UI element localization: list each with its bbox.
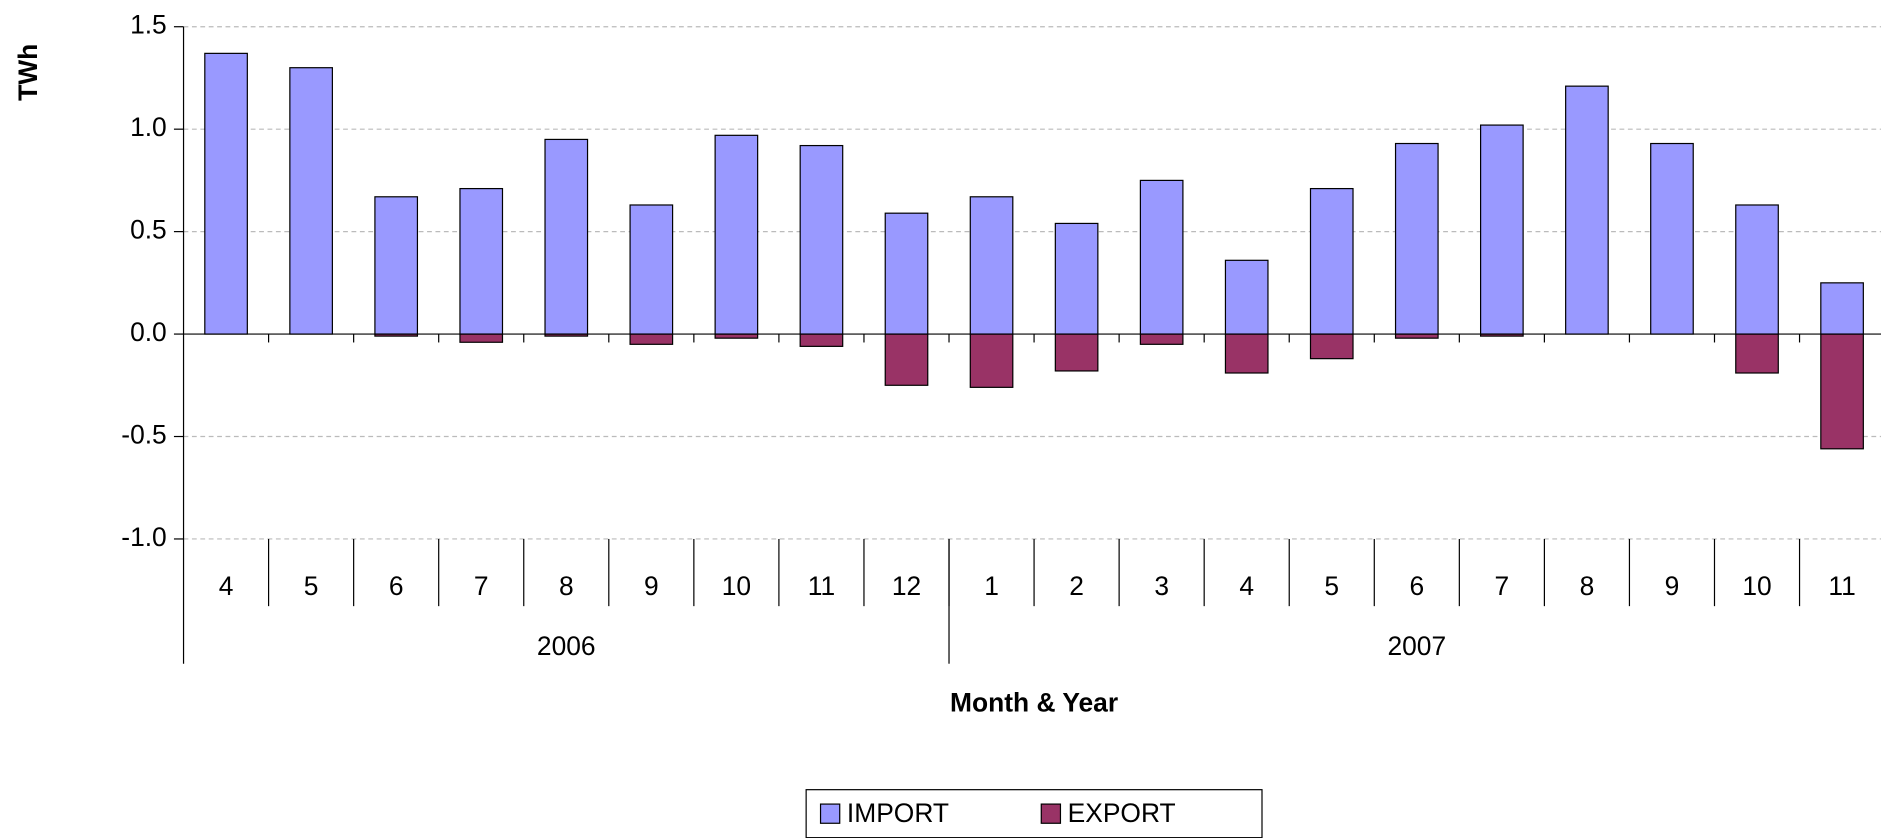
legend-swatch [1040, 803, 1062, 824]
y-tick-label: 1.5 [130, 10, 167, 40]
x-tick-label: 4 [1239, 571, 1254, 601]
x-tick-label: 1 [984, 571, 999, 601]
legend-box [805, 789, 1263, 838]
bar [884, 333, 929, 386]
x-tick-label: 8 [1580, 571, 1595, 601]
bar [1309, 187, 1354, 335]
bar [1820, 282, 1864, 335]
x-tick-label: 6 [1409, 571, 1424, 601]
bar [1139, 179, 1184, 335]
bar [1139, 333, 1184, 345]
bar [629, 204, 674, 335]
bar [714, 134, 759, 335]
bar [1650, 142, 1694, 335]
x-tick-label: 11 [1828, 571, 1855, 601]
bar [1394, 333, 1439, 339]
x-axis-title: Month & Year [950, 687, 1118, 717]
y-tick-label: -1.0 [121, 522, 166, 552]
x-group-label: 2006 [537, 631, 596, 661]
x-tick-label: 5 [1324, 571, 1339, 601]
bar [459, 187, 504, 335]
bar [714, 333, 759, 339]
x-tick-label: 3 [1154, 571, 1169, 601]
bar [374, 196, 419, 335]
x-tick-label: 7 [474, 571, 489, 601]
legend-swatch [819, 803, 841, 824]
bar [544, 138, 589, 335]
bar [1224, 259, 1269, 335]
x-tick-label: 10 [1742, 571, 1771, 601]
x-tick-label: 6 [389, 571, 404, 601]
x-tick-label: 8 [559, 571, 574, 601]
bar [1224, 333, 1269, 374]
bar [1565, 85, 1609, 335]
bar [799, 144, 844, 335]
bar [969, 196, 1014, 335]
y-tick-label: 0.0 [130, 317, 167, 347]
bar [1820, 333, 1864, 450]
bar [1735, 204, 1779, 335]
x-tick-label: 4 [219, 571, 234, 601]
bar [289, 67, 333, 335]
legend-label: IMPORT [847, 798, 949, 828]
bar [629, 333, 674, 345]
bar [799, 333, 844, 347]
x-tick-label: 9 [1665, 571, 1680, 601]
y-tick-label: 1.0 [130, 112, 167, 142]
x-tick-label: 12 [892, 571, 921, 601]
x-tick-label: 10 [722, 571, 751, 601]
bar [1054, 333, 1099, 372]
bar [884, 212, 929, 335]
x-tick-label: 5 [304, 571, 319, 601]
x-tick-label: 11 [808, 571, 835, 601]
x-tick-label: 9 [644, 571, 659, 601]
x-tick-label: 7 [1495, 571, 1510, 601]
bar [969, 333, 1014, 388]
bar [459, 333, 504, 343]
legend-label: EXPORT [1068, 798, 1176, 828]
bar [1054, 222, 1099, 335]
y-axis-title: TWh [13, 44, 43, 101]
y-tick-label: -0.5 [121, 419, 166, 449]
y-tick-label: 0.5 [130, 215, 167, 245]
x-group-label: 2007 [1387, 631, 1446, 661]
bar [1479, 124, 1524, 335]
bar [204, 52, 248, 335]
x-tick-label: 2 [1069, 571, 1084, 601]
bar [1309, 333, 1354, 360]
bar [1735, 333, 1779, 374]
bar [1394, 142, 1439, 335]
